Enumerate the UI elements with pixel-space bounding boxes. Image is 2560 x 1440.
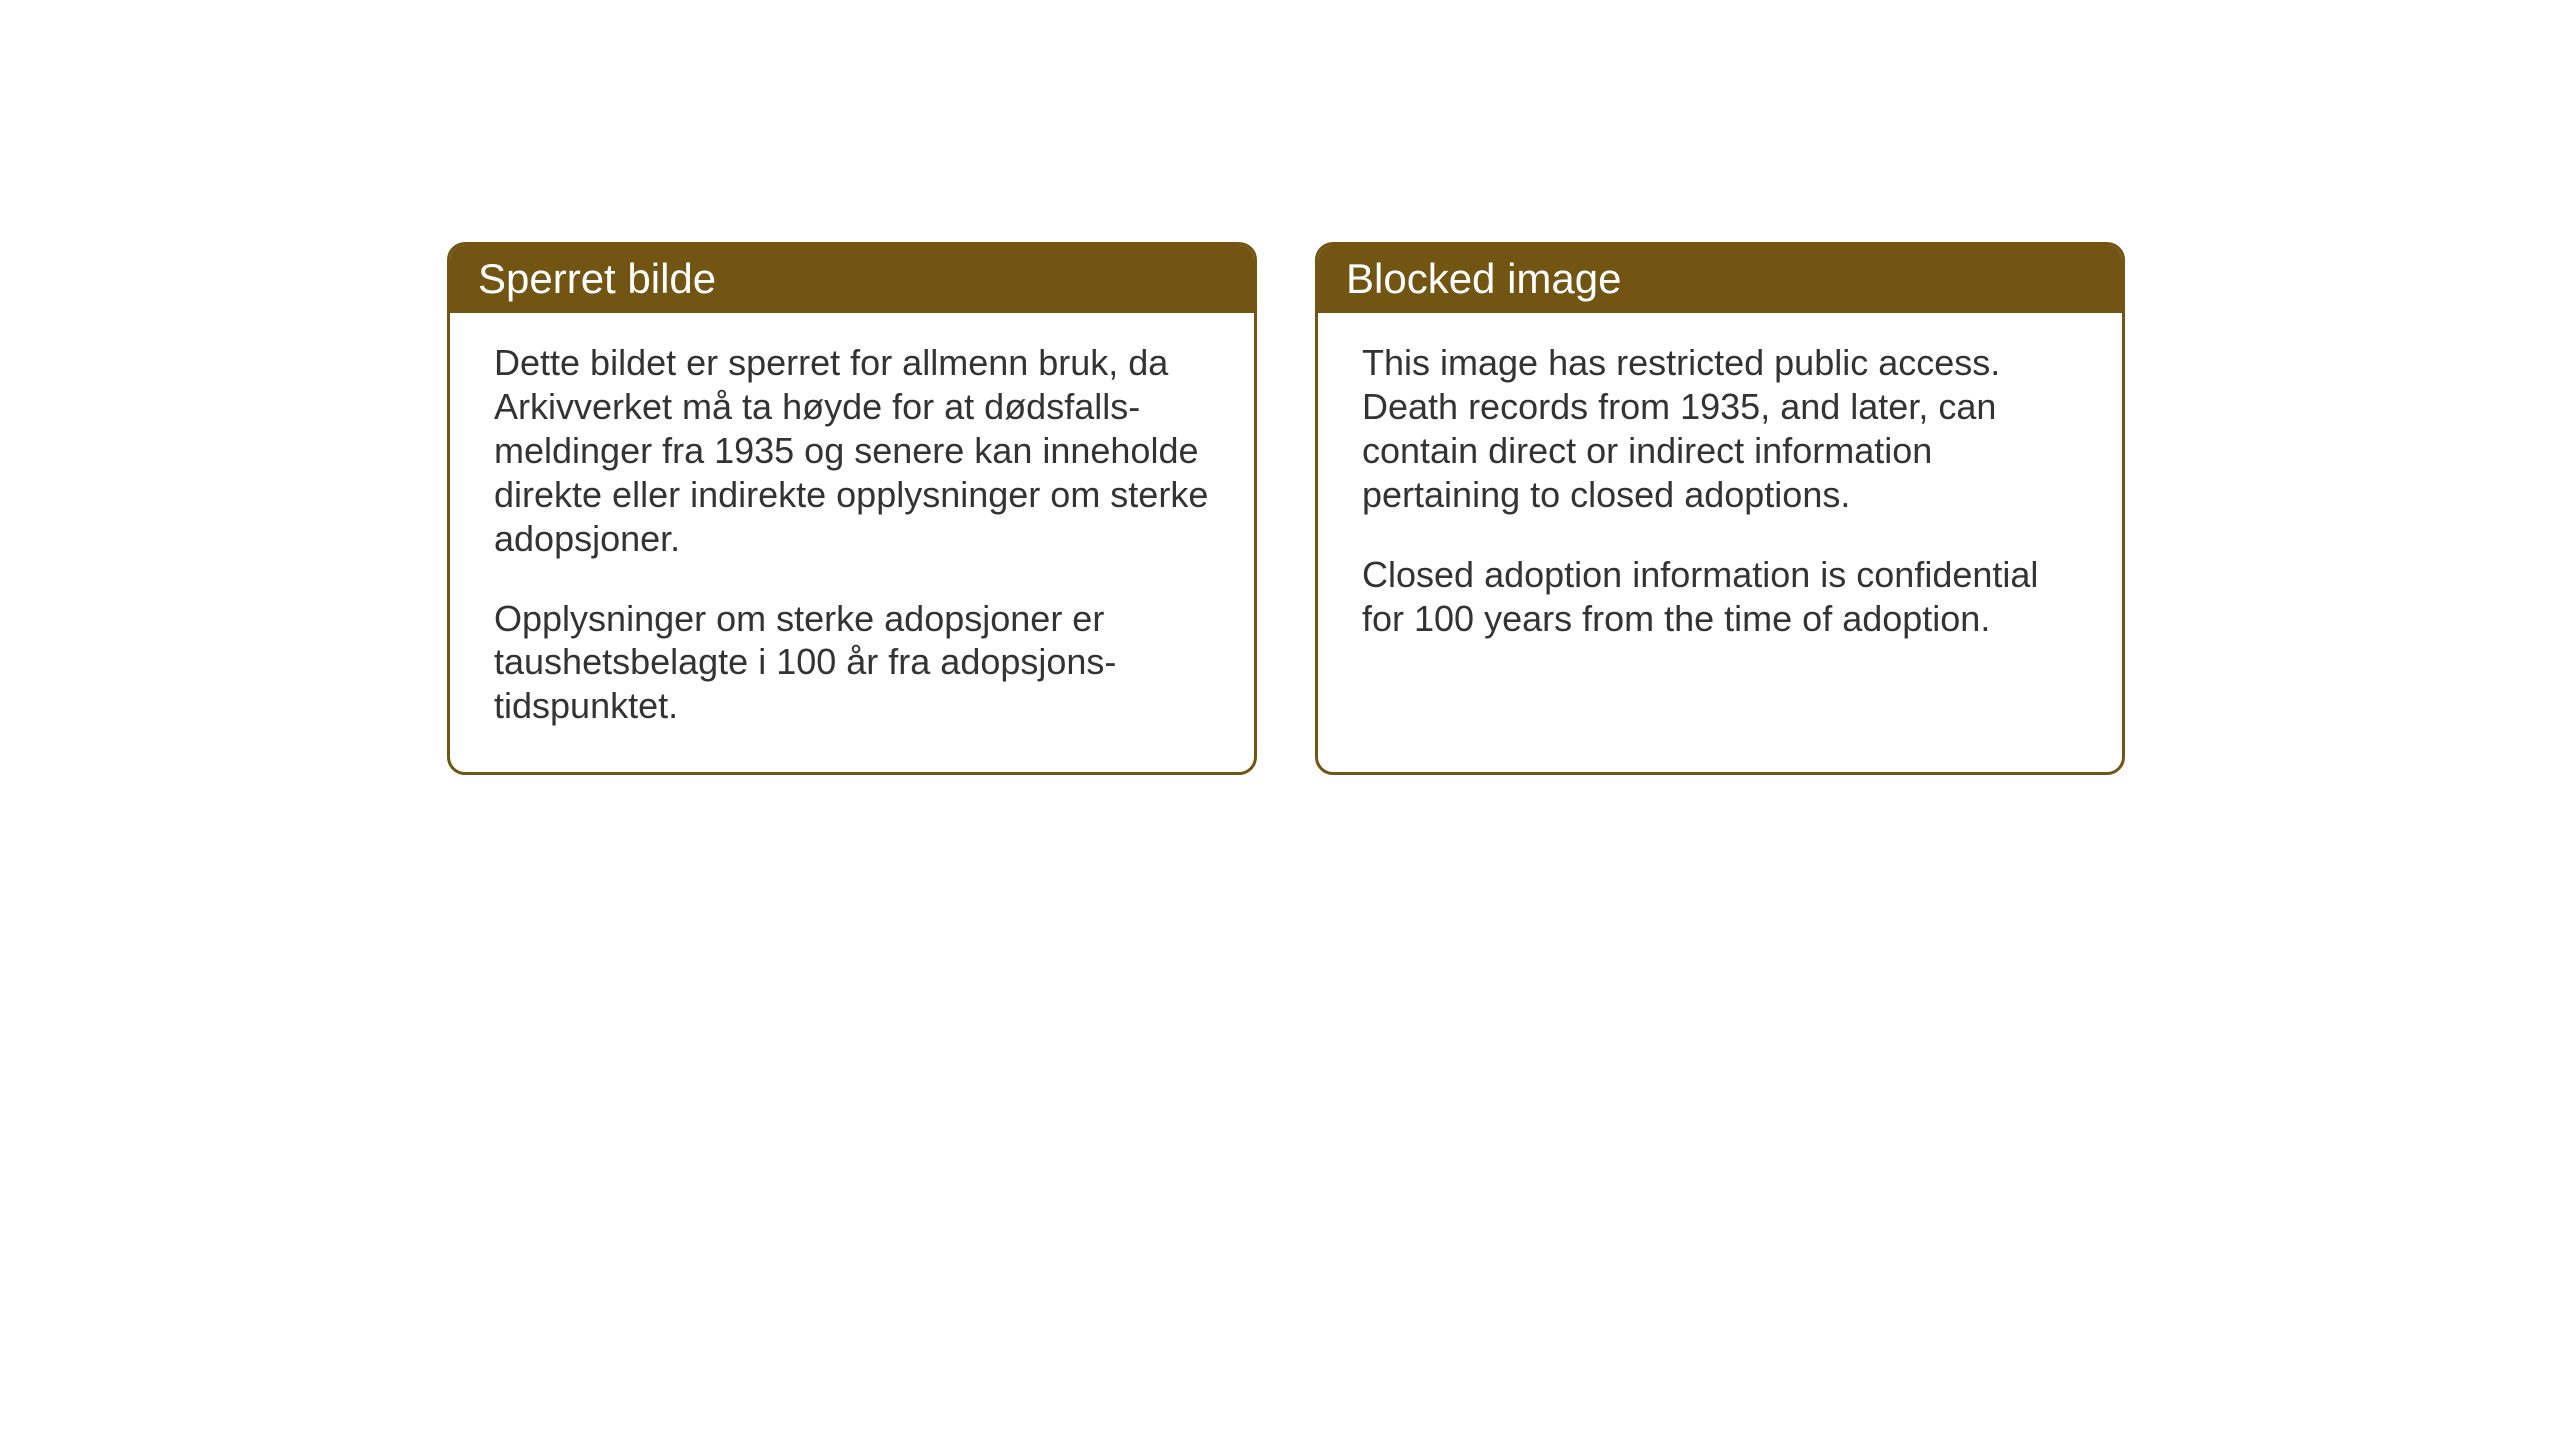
- english-paragraph-2: Closed adoption information is confident…: [1362, 553, 2078, 641]
- english-paragraph-1: This image has restricted public access.…: [1362, 341, 2078, 517]
- norwegian-card-body: Dette bildet er sperret for allmenn bruk…: [450, 313, 1254, 772]
- norwegian-paragraph-1: Dette bildet er sperret for allmenn bruk…: [494, 341, 1210, 561]
- english-card-body: This image has restricted public access.…: [1318, 313, 2122, 684]
- norwegian-paragraph-2: Opplysninger om sterke adopsjoner er tau…: [494, 597, 1210, 729]
- notice-container: Sperret bilde Dette bildet er sperret fo…: [447, 242, 2125, 775]
- norwegian-notice-card: Sperret bilde Dette bildet er sperret fo…: [447, 242, 1257, 775]
- english-card-title: Blocked image: [1318, 245, 2122, 313]
- norwegian-card-title: Sperret bilde: [450, 245, 1254, 313]
- english-notice-card: Blocked image This image has restricted …: [1315, 242, 2125, 775]
